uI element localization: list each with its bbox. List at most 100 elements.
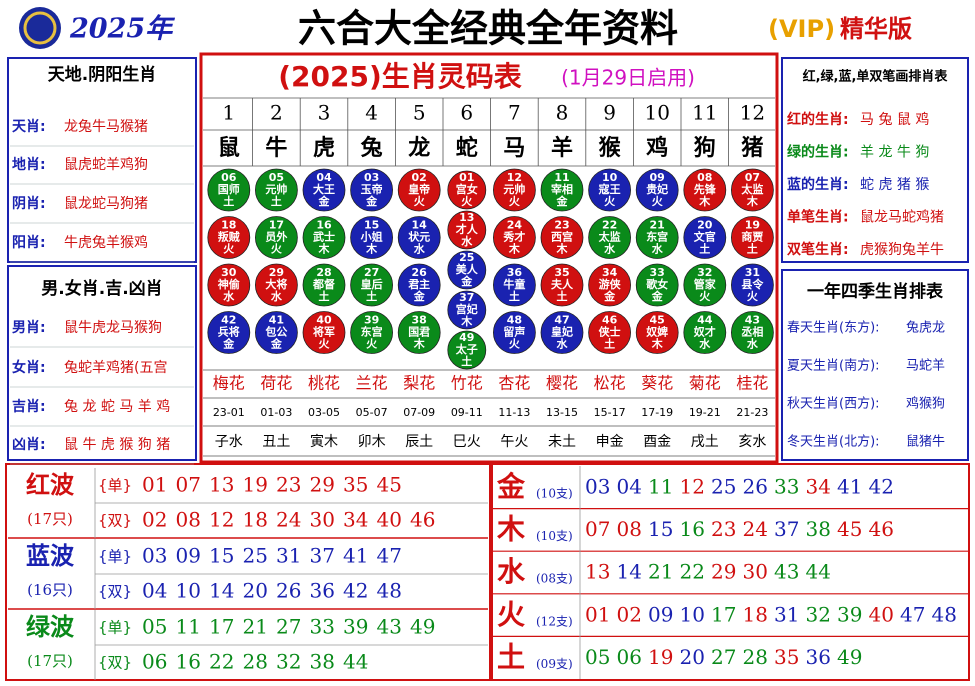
ball-name: 奴才: [693, 325, 716, 339]
ball-element: 土: [604, 337, 615, 351]
ball-name: 太监: [740, 182, 763, 196]
row-value: 虎猴狗兔羊牛: [860, 242, 944, 258]
ball-name: 武士: [313, 230, 335, 244]
element-number: 08: [617, 517, 642, 541]
ball-name: 宫女: [456, 182, 478, 196]
ball: [635, 168, 679, 212]
ball-element: 木: [698, 194, 711, 208]
flower: 梨花: [403, 374, 435, 393]
wave-number: 28: [243, 650, 268, 674]
ball-name: 神偷: [218, 277, 240, 291]
right-title-1: 红,绿,蓝,单双笔画排肖表: [803, 69, 949, 85]
left-title-1: 天地.阴阳生肖: [48, 64, 156, 85]
ball-element: 木: [413, 337, 426, 351]
element-number: 29: [711, 560, 736, 584]
ball-name: 留声: [503, 325, 525, 339]
ball-element: 金: [556, 194, 569, 208]
wave-number: 23: [276, 473, 301, 497]
wave-number: 04: [142, 579, 167, 603]
row-label: 阴肖:: [12, 195, 46, 212]
branch: 酉金: [643, 434, 671, 450]
ball-name: 商贾: [741, 230, 763, 244]
ball-number: 41: [269, 314, 284, 327]
ball-element: 木: [460, 314, 473, 328]
ball: [588, 168, 631, 212]
ball-name: 东宫: [646, 230, 668, 244]
wave-number: 17: [209, 615, 234, 639]
element-number: 27: [711, 645, 736, 669]
element-number: 21: [648, 560, 673, 584]
ball-name: 太子: [455, 342, 478, 356]
ball-element: 土: [271, 194, 282, 208]
ball-number: 33: [650, 266, 665, 279]
column-no: 10: [644, 101, 669, 125]
ball: [731, 311, 774, 354]
ball: [447, 290, 487, 330]
ball-number: 15: [364, 219, 379, 232]
element-number: 39: [837, 602, 862, 626]
element-number: 26: [743, 475, 768, 499]
wave-number: 09: [176, 544, 201, 568]
ball-name: 夫人: [551, 277, 574, 291]
ball: [254, 168, 298, 212]
wave-number: 05: [142, 615, 167, 639]
column-no: 8: [556, 101, 569, 125]
ball-name: 都督: [312, 277, 335, 291]
ball-name: 寇王: [598, 182, 621, 196]
time: 09-11: [451, 406, 483, 419]
element-box: [491, 463, 970, 681]
row-value: 鼠 牛 虎 猴 狗 猪: [64, 437, 170, 453]
parity-label: {双}: [98, 512, 132, 530]
table-title: (2025)生肖灵码表: [278, 60, 522, 93]
ball-number: 47: [554, 314, 569, 327]
branch: 戌土: [691, 434, 719, 450]
ball: [683, 263, 727, 307]
parity-label: {双}: [98, 583, 132, 601]
element-number: 47: [900, 602, 925, 626]
ball: [397, 216, 441, 259]
wave-number: 39: [343, 615, 368, 639]
branch: 巳火: [453, 434, 481, 450]
ball-element: 金: [413, 289, 426, 303]
ball: [302, 168, 346, 212]
ball: [635, 216, 679, 259]
zodiac: 猴: [599, 136, 622, 161]
ball-element: 金: [270, 337, 283, 351]
flower: 桂花: [736, 374, 768, 393]
element-number: 37: [774, 517, 799, 541]
ball: [683, 311, 727, 354]
element-number: 43: [774, 560, 799, 584]
wave-number: 16: [176, 650, 201, 674]
ball-number: 05: [269, 171, 284, 184]
ball: [635, 311, 679, 354]
ball-name: 国师: [218, 182, 240, 196]
time: 15-17: [594, 406, 626, 419]
time: 11-13: [498, 406, 530, 419]
ball: [493, 311, 536, 354]
ball: [207, 168, 251, 212]
row-label: 夏天生肖(南方):: [787, 358, 880, 374]
ball-name: 文官: [694, 230, 716, 244]
row-label: 天肖:: [12, 118, 46, 135]
element-number: 45: [837, 517, 862, 541]
ball-number: 40: [316, 314, 332, 327]
ball-name: 宫妃: [456, 302, 478, 316]
wave-number: 03: [142, 544, 167, 568]
element-number: 07: [585, 517, 610, 541]
time: 21-23: [736, 406, 768, 419]
ball-name: 玉帝: [361, 182, 383, 196]
ball-name: 小姐: [360, 230, 383, 244]
element-number: 09: [648, 602, 673, 626]
center-box: [199, 52, 779, 464]
branch: 申金: [596, 434, 624, 450]
element-number: 25: [711, 475, 736, 499]
column-no: 2: [270, 101, 283, 125]
ball-element: 土: [509, 289, 520, 303]
row-value: 蛇 虎 猪 猴: [860, 177, 929, 193]
ball: [731, 168, 774, 212]
ball-number: 13: [459, 211, 474, 224]
wave-number: 32: [276, 650, 301, 674]
element-number: 23: [711, 517, 736, 541]
element-name: 金: [496, 470, 526, 503]
